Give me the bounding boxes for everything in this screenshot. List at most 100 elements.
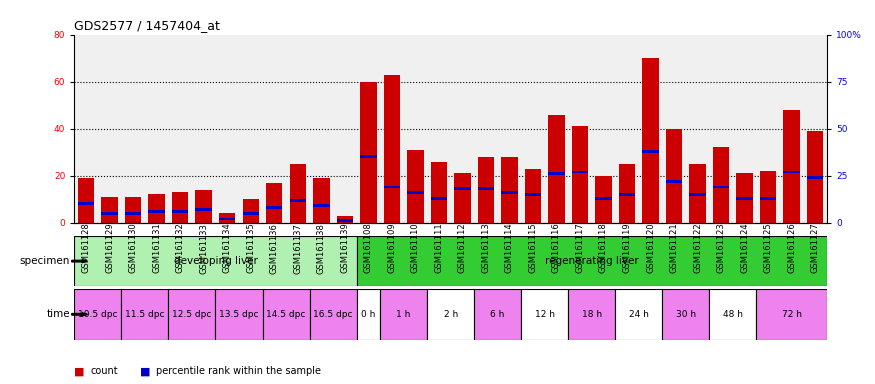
Bar bbox=[262, 236, 286, 286]
Bar bbox=[803, 236, 827, 286]
Bar bbox=[122, 236, 145, 286]
Text: 6 h: 6 h bbox=[491, 310, 505, 319]
Bar bbox=[102, 212, 118, 215]
Text: GSM161132: GSM161132 bbox=[176, 223, 185, 273]
Bar bbox=[592, 236, 615, 286]
Text: ■: ■ bbox=[74, 366, 85, 376]
Bar bbox=[219, 218, 235, 220]
Bar bbox=[690, 193, 706, 196]
Bar bbox=[219, 214, 235, 223]
Bar bbox=[357, 289, 380, 340]
Text: 13.5 dpc: 13.5 dpc bbox=[220, 310, 259, 319]
Bar bbox=[290, 199, 306, 202]
Bar bbox=[544, 236, 568, 286]
Bar bbox=[568, 289, 615, 340]
Bar bbox=[427, 236, 451, 286]
Bar bbox=[172, 192, 188, 223]
Text: 0 h: 0 h bbox=[361, 310, 375, 319]
Bar bbox=[710, 289, 756, 340]
Bar bbox=[501, 157, 518, 223]
Text: GSM161135: GSM161135 bbox=[246, 223, 256, 273]
Bar bbox=[172, 210, 188, 213]
Bar bbox=[168, 289, 215, 340]
Bar bbox=[125, 212, 142, 215]
Text: 11.5 dpc: 11.5 dpc bbox=[125, 310, 164, 319]
Bar bbox=[333, 236, 357, 286]
Text: GSM161124: GSM161124 bbox=[740, 223, 749, 273]
Bar bbox=[357, 236, 827, 286]
Text: percentile rank within the sample: percentile rank within the sample bbox=[156, 366, 321, 376]
Bar bbox=[168, 236, 192, 286]
Bar bbox=[215, 236, 239, 286]
Text: 2 h: 2 h bbox=[444, 310, 458, 319]
Bar bbox=[807, 131, 823, 223]
Text: regenerating liver: regenerating liver bbox=[545, 256, 639, 266]
Bar bbox=[615, 236, 639, 286]
Text: GSM161114: GSM161114 bbox=[505, 223, 514, 273]
Text: GSM161108: GSM161108 bbox=[364, 223, 373, 273]
Text: 12 h: 12 h bbox=[535, 310, 555, 319]
Bar bbox=[266, 183, 283, 223]
Bar bbox=[427, 289, 474, 340]
Bar bbox=[454, 187, 471, 190]
Text: count: count bbox=[90, 366, 118, 376]
Bar bbox=[737, 173, 752, 223]
Text: GSM161126: GSM161126 bbox=[788, 223, 796, 273]
Text: 16.5 dpc: 16.5 dpc bbox=[313, 310, 353, 319]
Bar bbox=[733, 236, 756, 286]
Bar bbox=[383, 185, 400, 189]
Bar bbox=[474, 236, 498, 286]
Bar bbox=[313, 204, 330, 207]
Text: developing liver: developing liver bbox=[173, 256, 257, 266]
Bar bbox=[780, 236, 803, 286]
Bar bbox=[286, 236, 310, 286]
Bar bbox=[122, 289, 168, 340]
Bar bbox=[430, 162, 447, 223]
Bar bbox=[713, 185, 729, 189]
Bar bbox=[549, 114, 564, 223]
Text: 14.5 dpc: 14.5 dpc bbox=[266, 310, 305, 319]
Bar bbox=[498, 236, 522, 286]
Bar bbox=[337, 219, 353, 222]
Bar bbox=[310, 289, 357, 340]
Text: GSM161122: GSM161122 bbox=[693, 223, 702, 273]
Text: GSM161134: GSM161134 bbox=[223, 223, 232, 273]
Text: GSM161136: GSM161136 bbox=[270, 223, 279, 273]
Text: GSM161120: GSM161120 bbox=[646, 223, 655, 273]
Bar bbox=[760, 171, 776, 223]
Text: 18 h: 18 h bbox=[582, 310, 602, 319]
Text: 48 h: 48 h bbox=[723, 310, 743, 319]
Bar bbox=[262, 289, 310, 340]
Bar bbox=[78, 178, 94, 223]
Bar bbox=[525, 169, 541, 223]
Bar bbox=[474, 289, 522, 340]
Bar bbox=[783, 110, 800, 223]
Bar bbox=[430, 197, 447, 200]
Text: ■: ■ bbox=[140, 366, 150, 376]
Bar bbox=[357, 236, 380, 286]
Bar bbox=[242, 212, 259, 215]
Bar bbox=[195, 208, 212, 211]
Bar bbox=[195, 190, 212, 223]
Bar bbox=[713, 147, 729, 223]
Bar bbox=[380, 236, 403, 286]
Text: GSM161110: GSM161110 bbox=[411, 223, 420, 273]
Bar bbox=[74, 289, 122, 340]
Bar bbox=[454, 173, 471, 223]
Bar bbox=[74, 236, 357, 286]
Bar bbox=[478, 187, 494, 190]
Bar bbox=[313, 178, 330, 223]
Bar bbox=[756, 289, 827, 340]
Bar bbox=[760, 197, 776, 200]
Bar bbox=[242, 199, 259, 223]
Bar bbox=[737, 197, 752, 200]
Bar bbox=[639, 236, 662, 286]
Bar bbox=[549, 172, 564, 175]
Bar bbox=[403, 236, 427, 286]
Text: GSM161138: GSM161138 bbox=[317, 223, 326, 273]
Bar bbox=[145, 236, 168, 286]
Bar bbox=[380, 289, 427, 340]
Bar bbox=[290, 164, 306, 223]
Text: 10.5 dpc: 10.5 dpc bbox=[78, 310, 117, 319]
Text: GSM161127: GSM161127 bbox=[810, 223, 820, 273]
